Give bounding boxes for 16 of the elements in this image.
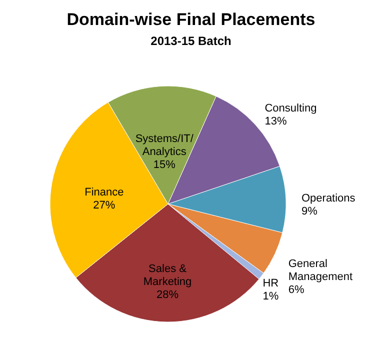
data-label: 28% xyxy=(156,288,179,301)
data-label: 6% xyxy=(288,284,304,296)
data-label: 1% xyxy=(262,290,279,302)
slice-label: Finance xyxy=(84,186,124,198)
slice-label: General Management xyxy=(288,258,353,283)
data-label: 27% xyxy=(93,199,116,212)
chart-title: Domain-wise Final Placements xyxy=(66,10,316,29)
data-label: 9% xyxy=(301,205,318,218)
slice-label: Consulting xyxy=(264,102,317,115)
slice-label: Sales & Marketing xyxy=(143,262,192,288)
chart-subtitle: 2013-15 Batch xyxy=(150,34,232,48)
slice-label: Systems/IT/Analytics xyxy=(135,133,194,158)
data-label: 13% xyxy=(264,116,287,128)
slice-label: HR xyxy=(262,277,279,290)
slice-label: Operations xyxy=(301,192,356,204)
data-label: 15% xyxy=(153,159,176,172)
